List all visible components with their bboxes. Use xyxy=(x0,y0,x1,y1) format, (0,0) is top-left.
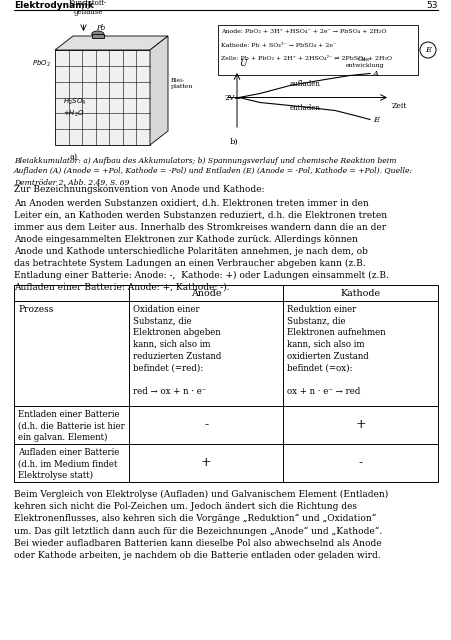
Text: $+H_2O$: $+H_2O$ xyxy=(63,109,84,119)
Text: E: E xyxy=(424,46,430,54)
Text: Prozess: Prozess xyxy=(18,305,53,314)
Text: a): a) xyxy=(70,153,78,161)
Text: Bleiakkumulator: a) Aufbau des Akkumulators; b) Spannungsverlauf und chemische R: Bleiakkumulator: a) Aufbau des Akkumulat… xyxy=(14,157,412,186)
Bar xyxy=(217,25,417,75)
Text: Beim Vergleich von Elektrolyse (Aufladen) und Galvanischem Element (Entladen)
ke: Beim Vergleich von Elektrolyse (Aufladen… xyxy=(14,490,387,560)
Text: Elektrodynamik: Elektrodynamik xyxy=(14,1,93,10)
Text: Kunststoff-
gehäuse: Kunststoff- gehäuse xyxy=(69,0,107,16)
Text: E: E xyxy=(372,115,378,124)
Text: Zelle: Pb + PbO₂ + 2H⁺ + 2HSO₄²⁻ ⇌ 2PbSO₄ + 2H₂O: Zelle: Pb + PbO₂ + 2H⁺ + 2HSO₄²⁻ ⇌ 2PbSO… xyxy=(221,56,391,61)
Text: Entladen einer Batterie
(d.h. die Batterie ist hier
ein galvan. Element): Entladen einer Batterie (d.h. die Batter… xyxy=(18,410,124,442)
Text: Reduktion einer
Substanz, die
Elektronen aufnehmen
kann, sich also im
oxidierten: Reduktion einer Substanz, die Elektronen… xyxy=(287,305,385,396)
Text: Pb: Pb xyxy=(96,24,105,32)
Polygon shape xyxy=(55,36,168,50)
Text: -: - xyxy=(204,419,208,431)
Text: $PbO_2$: $PbO_2$ xyxy=(32,59,51,69)
Bar xyxy=(14,285,437,482)
Text: Anode: PbO₂ + 3H⁺ +HSO₄⁻ + 2e⁻ → PbSO₄ + 2H₂O: Anode: PbO₂ + 3H⁺ +HSO₄⁻ + 2e⁻ → PbSO₄ +… xyxy=(221,29,386,34)
Text: entladen: entladen xyxy=(290,104,320,111)
Text: Aufladen einer Batterie
(d.h. im Medium findet
Elektrolyse statt): Aufladen einer Batterie (d.h. im Medium … xyxy=(18,448,119,480)
Text: Anode: Anode xyxy=(191,289,221,298)
Ellipse shape xyxy=(92,31,104,37)
Text: Kathode: Pb + SO₄²⁻ → PbSO₄ + 2e⁻: Kathode: Pb + SO₄²⁻ → PbSO₄ + 2e⁻ xyxy=(221,43,336,48)
Text: 2V: 2V xyxy=(224,93,235,102)
Text: $H_2SO_4$: $H_2SO_4$ xyxy=(63,97,86,108)
Bar xyxy=(92,34,104,38)
Text: Oxidation einer
Substanz, die
Elektronen abgeben
kann, sich also im
reduzierten : Oxidation einer Substanz, die Elektronen… xyxy=(133,305,221,396)
Text: Kathode: Kathode xyxy=(340,289,380,298)
Text: aufladen: aufladen xyxy=(290,79,320,88)
Text: +: + xyxy=(201,456,211,470)
Polygon shape xyxy=(150,36,168,145)
Text: U: U xyxy=(239,59,246,68)
Text: An Anoden werden Substanzen oxidiert, d.h. Elektronen treten immer in den
Leiter: An Anoden werden Substanzen oxidiert, d.… xyxy=(14,199,388,292)
Text: -: - xyxy=(358,456,362,470)
Bar xyxy=(55,50,150,145)
Text: +: + xyxy=(354,419,365,431)
Text: A: A xyxy=(372,70,378,77)
Circle shape xyxy=(419,42,435,58)
Text: 53: 53 xyxy=(426,1,437,10)
Text: Blei-
platten: Blei- platten xyxy=(170,77,193,89)
Text: Gas-
entwicklung: Gas- entwicklung xyxy=(345,57,383,67)
Text: Zeit: Zeit xyxy=(391,102,406,109)
Text: Zur Bezeichnungskonvention von Anode und Kathode:: Zur Bezeichnungskonvention von Anode und… xyxy=(14,185,264,194)
Text: b): b) xyxy=(230,138,238,146)
